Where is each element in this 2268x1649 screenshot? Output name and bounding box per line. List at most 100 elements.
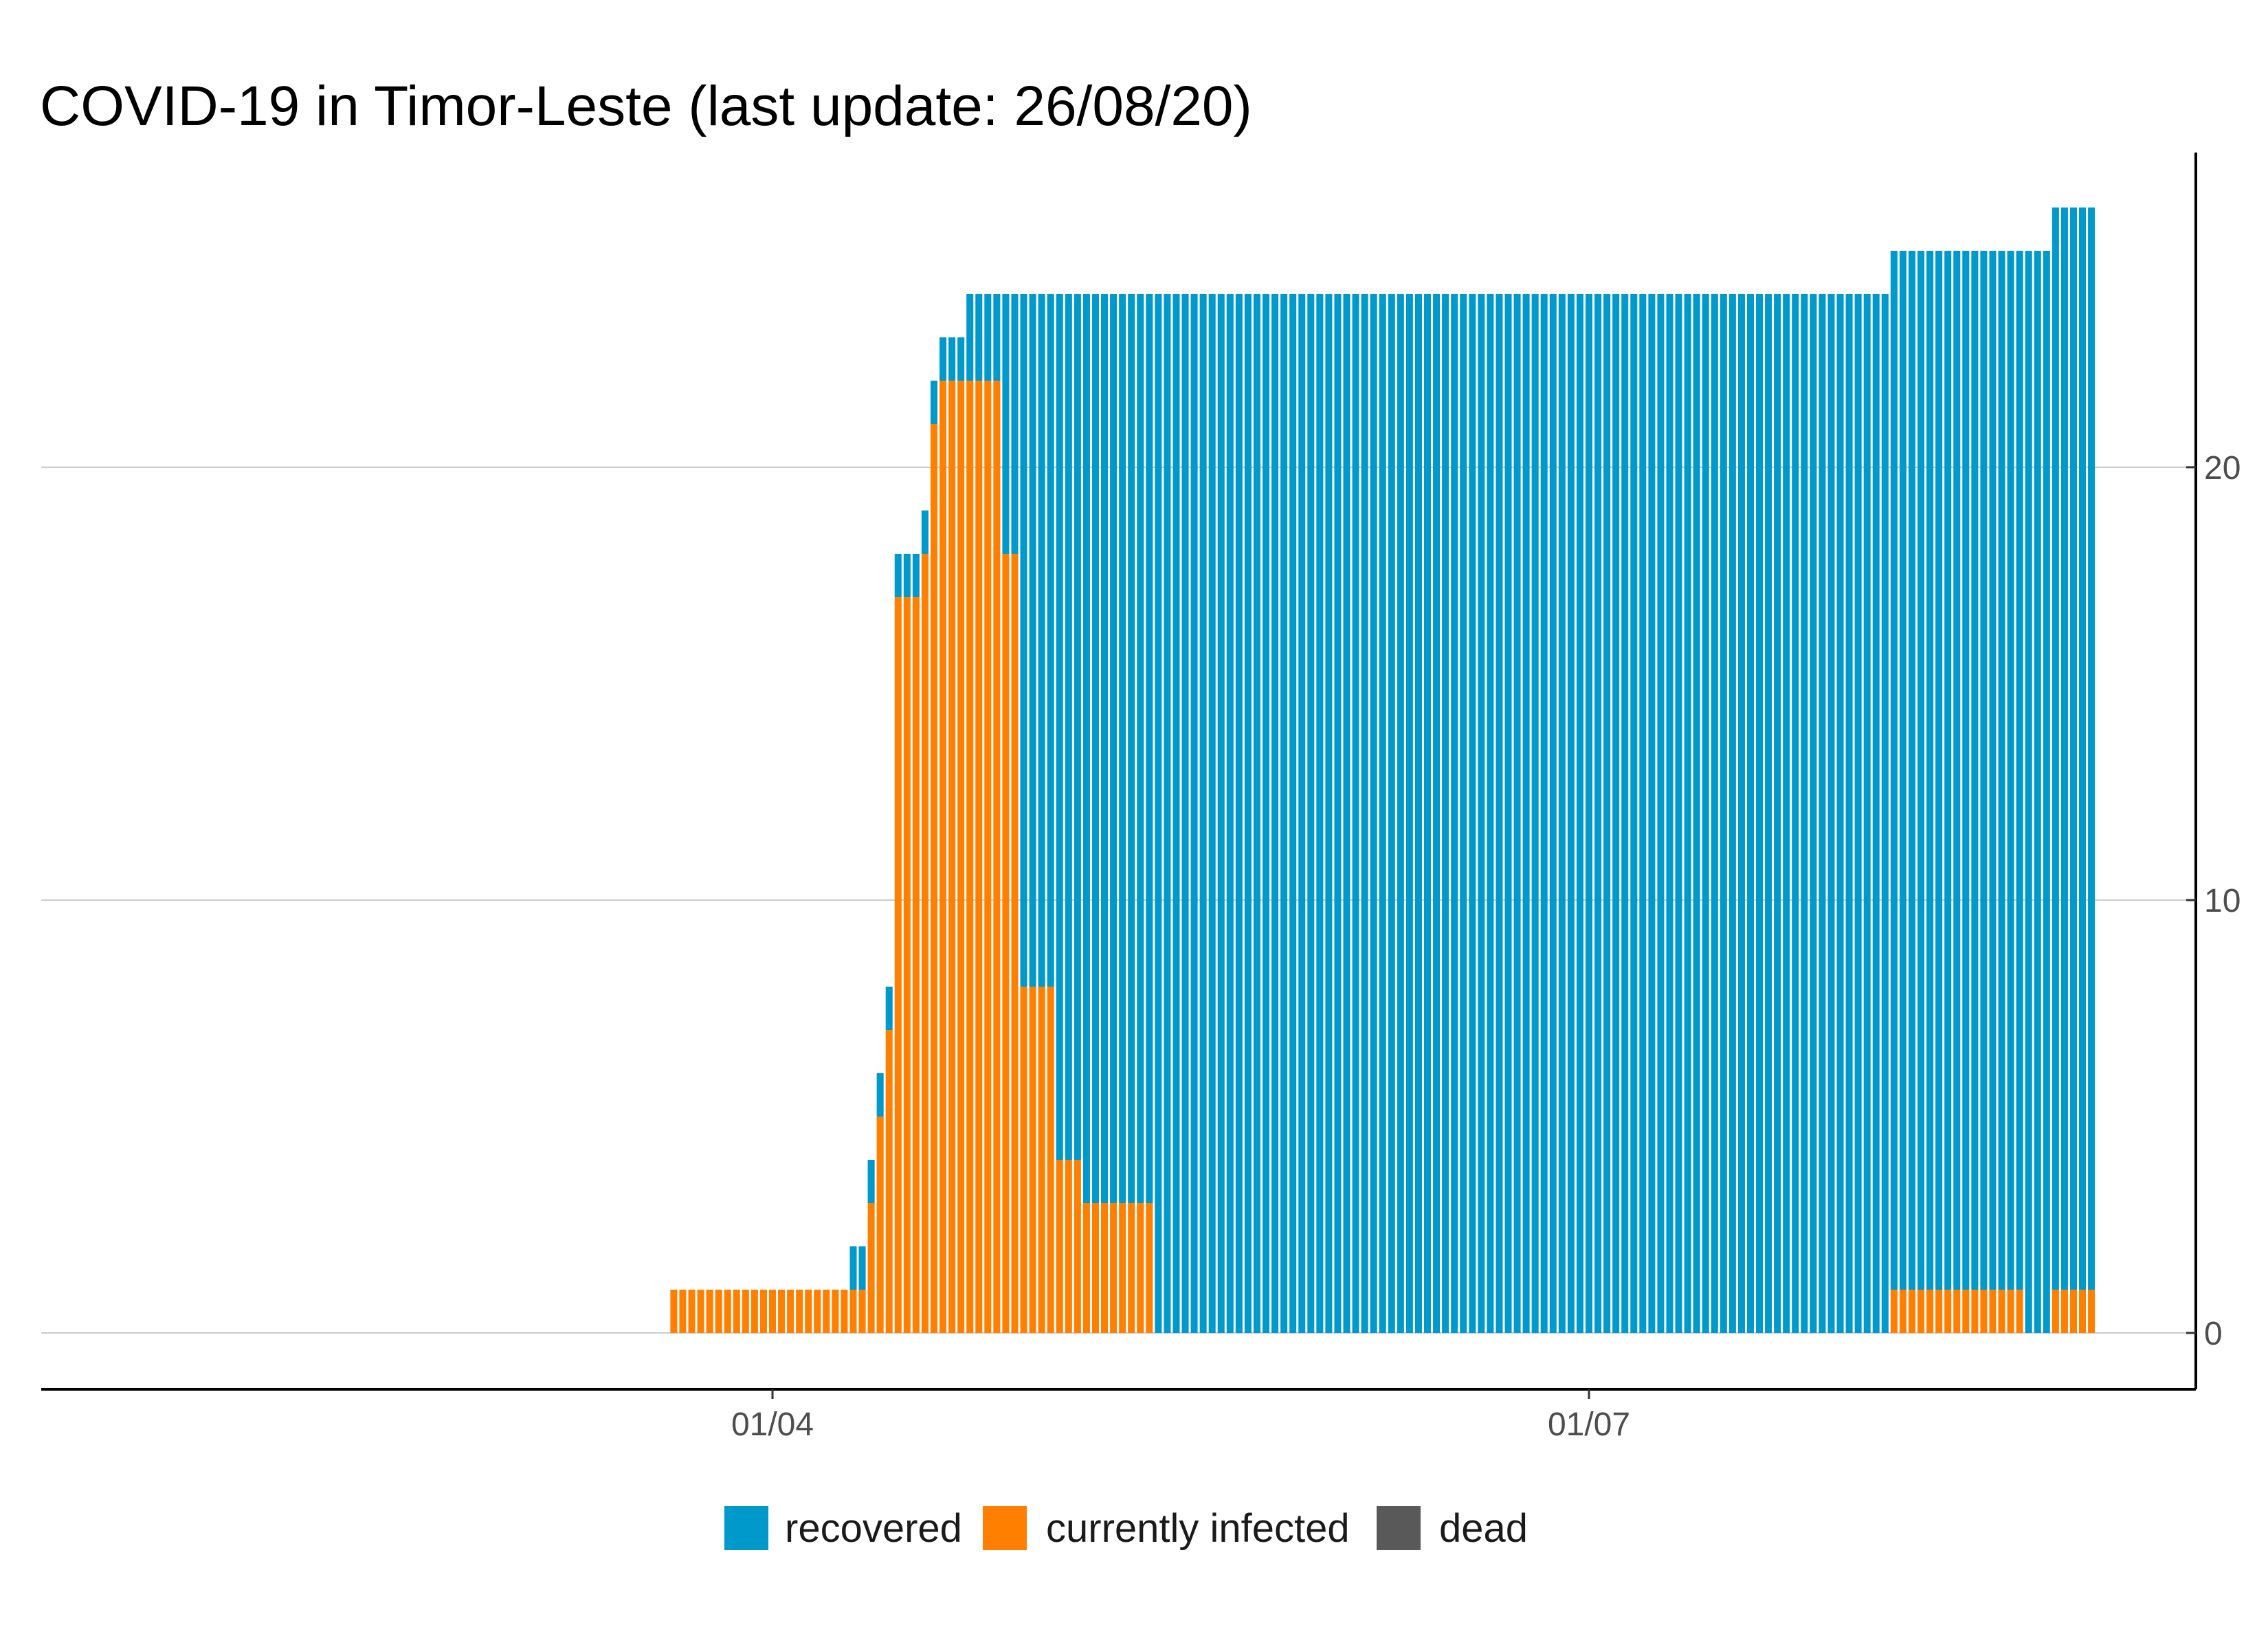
bar-recovered [1082, 294, 1090, 1203]
bar-recovered [912, 554, 920, 597]
bar-recovered [1011, 294, 1019, 554]
bar-recovered [1863, 294, 1871, 1333]
bar-recovered [1711, 294, 1718, 1333]
bar-recovered [1819, 294, 1826, 1333]
bar-recovered [984, 294, 992, 381]
legend-label-recovered: recovered [785, 1506, 962, 1551]
bar-recovered [1262, 294, 1270, 1333]
bar-recovered [1056, 294, 1063, 1160]
bar-recovered [2060, 207, 2068, 1290]
bar-recovered [1128, 294, 1135, 1203]
bar-currently-infected [1002, 554, 1010, 1333]
bar-currently-infected [2016, 1290, 2023, 1333]
x-tick-label: 01/04 [731, 1406, 814, 1443]
bar-currently-infected [759, 1290, 767, 1333]
bar-recovered [1926, 251, 1934, 1290]
bar-currently-infected [823, 1290, 830, 1333]
bar-recovered [1953, 251, 1961, 1290]
bar-currently-infected [2052, 1290, 2059, 1333]
bar-currently-infected [903, 597, 911, 1333]
bar-currently-infected [1926, 1290, 1934, 1333]
bar-recovered [1091, 294, 1099, 1203]
bars [670, 207, 2095, 1333]
bar-recovered [1101, 294, 1109, 1203]
bar-recovered [876, 1073, 884, 1117]
bar-recovered [921, 511, 929, 554]
bar-recovered [1935, 251, 1943, 1290]
bar-currently-infected [1011, 554, 1019, 1333]
bar-recovered [1442, 294, 1449, 1333]
bar-recovered [948, 337, 956, 381]
bar-recovered [1854, 294, 1862, 1333]
bar-currently-infected [697, 1290, 704, 1333]
bar-currently-infected [742, 1290, 749, 1333]
bar-recovered [1271, 294, 1279, 1333]
bar-recovered [1899, 251, 1906, 1290]
bar-recovered [1280, 294, 1288, 1333]
bar-recovered [1253, 294, 1260, 1333]
bar-currently-infected [2069, 1290, 2077, 1333]
bar-recovered [1414, 294, 1422, 1333]
bar-currently-infected [832, 1290, 839, 1333]
bar-recovered [1217, 294, 1225, 1333]
bar-currently-infected [1110, 1203, 1118, 1333]
x-tick-label: 01/07 [1548, 1406, 1630, 1443]
bar-recovered [1756, 294, 1764, 1333]
bar-currently-infected [957, 381, 965, 1333]
bar-recovered [1558, 294, 1566, 1333]
bar-recovered [1621, 294, 1629, 1333]
bar-currently-infected [1953, 1290, 1961, 1333]
bar-currently-infected [975, 381, 983, 1333]
bar-recovered [1567, 294, 1575, 1333]
bar-currently-infected [849, 1290, 857, 1333]
bar-recovered [1074, 294, 1081, 1160]
bar-recovered [1980, 251, 1988, 1290]
bar-recovered [1244, 294, 1252, 1333]
bar-recovered [1531, 294, 1539, 1333]
bar-currently-infected [1908, 1290, 1915, 1333]
bar-recovered [1810, 294, 1817, 1333]
bar-currently-infected [787, 1290, 794, 1333]
bar-recovered [1774, 294, 1781, 1333]
bar-recovered [1594, 294, 1602, 1333]
bar-recovered [1845, 294, 1853, 1333]
bar-currently-infected [805, 1290, 812, 1333]
bar-currently-infected [1962, 1290, 1970, 1333]
bar-currently-infected [1899, 1290, 1906, 1333]
bar-recovered [1460, 294, 1467, 1333]
bar-recovered [1827, 294, 1835, 1333]
bar-recovered [1737, 294, 1745, 1333]
bar-recovered [1603, 294, 1611, 1333]
bar-currently-infected [688, 1290, 696, 1333]
y-tick-label: 10 [2204, 883, 2241, 919]
bar-currently-infected [1020, 987, 1027, 1333]
bar-recovered [957, 337, 965, 381]
legend-swatch-recovered [724, 1506, 768, 1550]
bar-recovered [2088, 207, 2095, 1290]
bar-currently-infected [1101, 1203, 1109, 1333]
bar-recovered [1908, 251, 1915, 1290]
bar-currently-infected [2078, 1290, 2087, 1333]
bar-recovered [1496, 294, 1503, 1333]
bar-recovered [1110, 294, 1118, 1203]
bar-currently-infected [733, 1290, 740, 1333]
bar-recovered [1047, 294, 1054, 987]
bar-recovered [1289, 294, 1297, 1333]
bar-recovered [1199, 294, 1207, 1333]
bar-recovered [1020, 294, 1027, 987]
bar-recovered [1657, 294, 1665, 1333]
bar-currently-infected [1935, 1290, 1943, 1333]
bar-recovered [1146, 294, 1153, 1203]
y-tick-label: 20 [2204, 450, 2241, 486]
bar-currently-infected [921, 554, 929, 1333]
bar-currently-infected [948, 381, 956, 1333]
bar-recovered [1639, 294, 1647, 1333]
bar-recovered [966, 294, 974, 381]
bar-recovered [2034, 251, 2041, 1333]
bar-recovered [1881, 294, 1889, 1333]
bar-recovered [1307, 294, 1315, 1333]
bar-recovered [858, 1246, 866, 1290]
bar-recovered [1469, 294, 1476, 1333]
bar-recovered [1576, 294, 1583, 1333]
bar-currently-infected [1065, 1160, 1072, 1333]
